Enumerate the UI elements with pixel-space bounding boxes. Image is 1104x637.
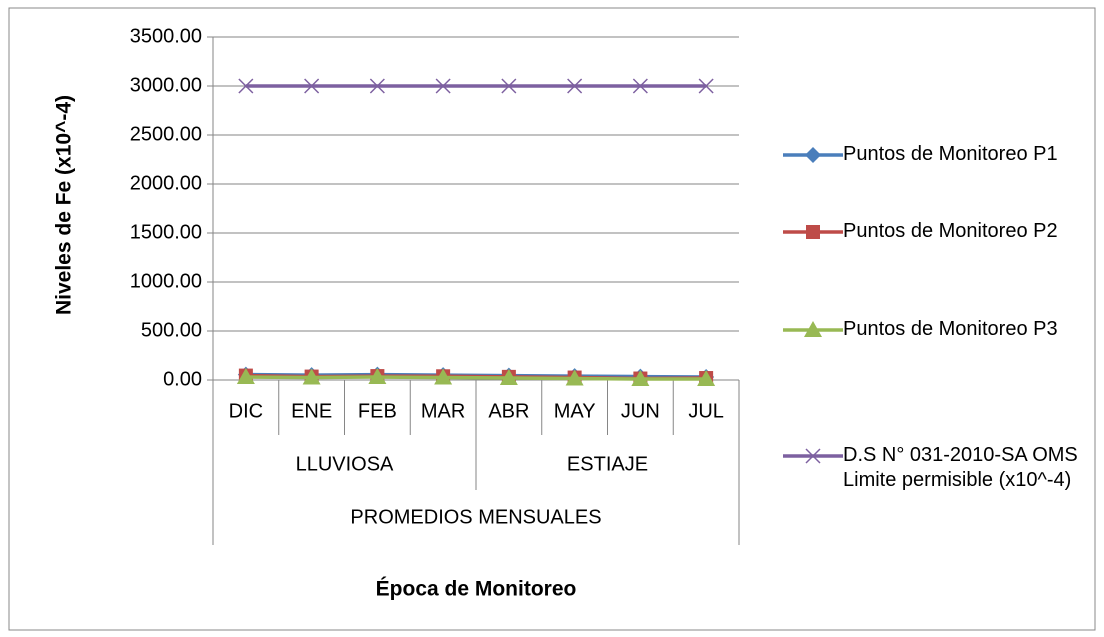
marker [501,78,517,94]
marker [631,370,650,387]
legend-label: D.S N° 031-2010-SA OMS Limite permisible… [843,444,1078,491]
y-tick-label: 1000.00 [130,270,202,292]
y-tick-label: 500.00 [141,319,202,341]
legend-label: Puntos de Monitoreo P3 [843,318,1058,340]
legend-label: Puntos de Monitoreo P1 [843,143,1058,165]
marker [567,78,583,94]
marker [435,78,451,94]
x-tick-label: ENE [291,400,332,422]
y-tick-label: 1500.00 [130,221,202,243]
y-tick-label: 0.00 [163,368,202,390]
x-tick-label: DIC [229,400,263,422]
marker [805,147,821,163]
x-axis-title: Época de Monitoreo [376,578,577,601]
x-tick-label: JUN [621,400,660,422]
marker [368,368,387,385]
x-tick-label: MAR [421,400,465,422]
x-tick-label: JUL [688,400,724,422]
marker [238,78,254,94]
marker [565,369,584,386]
x-tick-label: MAY [554,400,596,422]
marker [806,225,820,239]
marker [698,78,714,94]
marker [369,78,385,94]
y-tick-label: 2500.00 [130,123,202,145]
marker [499,369,518,386]
marker [304,78,320,94]
marker [804,321,822,337]
marker [697,370,716,387]
super-group-label: PROMEDIOS MENSUALES [350,506,601,528]
marker [632,78,648,94]
y-tick-label: 3500.00 [130,25,202,47]
marker [236,368,255,385]
chart-border [8,7,1096,631]
y-tick-label: 2000.00 [130,172,202,194]
marker [805,448,821,464]
x-tick-label: FEB [358,400,397,422]
marker [434,368,453,385]
marker [302,368,321,385]
y-tick-label: 3000.00 [130,74,202,96]
group-label: LLUVIOSA [296,453,394,475]
x-tick-label: ABR [488,400,529,422]
legend-label: Puntos de Monitoreo P2 [843,220,1058,242]
series-line [245,375,707,381]
y-axis-title: Niveles de Fe (x10^-4) [53,95,76,315]
group-label: ESTIAJE [567,453,648,475]
